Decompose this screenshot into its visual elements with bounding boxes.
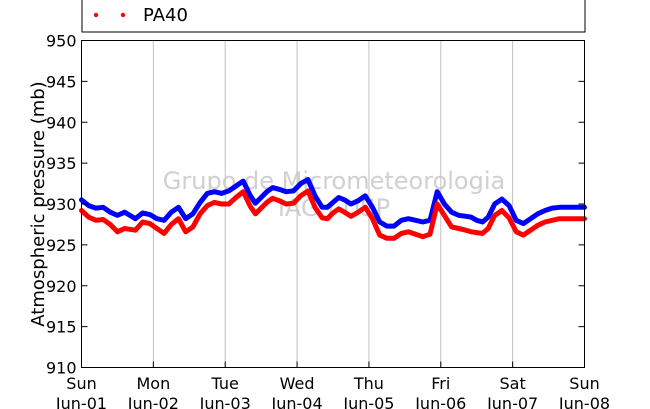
x-tick-label-day: Sun [569,374,599,393]
y-tick-label: 915 [46,318,77,337]
x-tick-label-day: Sat [500,374,526,393]
x-tick-label-day: Fri [431,374,450,393]
x-tick-label-day: Sun [66,374,96,393]
x-tick-label-date: Jun-02 [127,394,179,409]
watermark-line-1: Grupo de Micrometeorologia [163,167,505,195]
legend-box [81,0,586,33]
x-tick-label-day: Tue [211,374,239,393]
x-tick-label-date: Jun-06 [414,394,466,409]
x-tick-label-date: Jun-05 [342,394,394,409]
y-tick-label: 930 [46,195,77,214]
x-tick-label-date: Jun-07 [486,394,538,409]
y-tick-label: 920 [46,277,77,296]
y-tick-label: 925 [46,236,77,255]
x-tick-label-date: Jun-01 [55,394,107,409]
x-tick-label-date: Jun-08 [558,394,610,409]
series-line-blue [79,177,587,229]
y-axis-label: Atmospheric pressure (mb) [28,81,49,326]
legend: PA40 [81,0,586,33]
y-tick-label: 940 [46,113,77,132]
legend-label-pa40: PA40 [143,5,188,26]
series-line-pa40 [79,188,587,241]
x-tick-label-date: Jun-04 [271,394,323,409]
legend-marker-dot [120,12,126,18]
y-tick-label: 935 [46,154,77,173]
x-tick-label-day: Mon [136,374,170,393]
legend-marker-dot [93,12,99,18]
x-tick-label-day: Thu [353,374,384,393]
watermark: Grupo de Micrometeorologia IAG / USP [163,167,505,222]
x-axis: SunJun-01MonJun-02TueJun-03WedJun-04ThuJ… [55,361,610,409]
x-tick-label-date: Jun-03 [199,394,251,409]
y-axis: 910 915 920 925 930 935 940 945 950 [46,32,585,378]
x-tick-label-day: Wed [280,374,315,393]
y-tick-label: 945 [46,72,77,91]
series-layer [79,177,587,241]
y-tick-label: 910 [46,359,77,378]
y-tick-label: 950 [46,32,77,51]
